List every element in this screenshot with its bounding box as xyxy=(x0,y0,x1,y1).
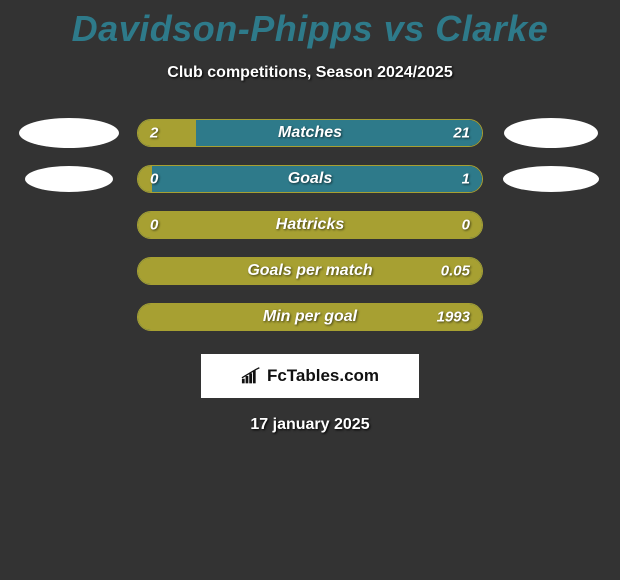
stat-bar: Min per goal 1993 xyxy=(137,303,483,331)
bars-icon xyxy=(241,367,263,385)
stat-right-value: 0.05 xyxy=(441,263,470,280)
right-side xyxy=(501,118,601,148)
stat-right-value: 1 xyxy=(462,171,470,188)
right-ellipse xyxy=(503,166,599,192)
page-title: Davidson-Phipps vs Clarke xyxy=(0,0,620,50)
page-date: 17 january 2025 xyxy=(0,416,620,434)
stat-bar: Goals per match 0.05 xyxy=(137,257,483,285)
brand-text: FcTables.com xyxy=(267,366,379,386)
stat-label: Goals per match xyxy=(247,262,372,280)
stat-right-value: 0 xyxy=(462,217,470,234)
left-side xyxy=(19,166,119,192)
stat-left-value: 0 xyxy=(150,171,158,188)
brand-text-rest: Tables.com xyxy=(287,366,379,386)
right-side xyxy=(501,166,601,192)
right-ellipse xyxy=(504,118,598,148)
subtitle: Club competitions, Season 2024/2025 xyxy=(0,64,620,82)
left-ellipse xyxy=(19,118,119,148)
stat-right-value: 1993 xyxy=(437,309,470,326)
stat-label: Min per goal xyxy=(263,308,357,326)
stat-row: Min per goal 1993 xyxy=(0,294,620,340)
stat-left-value: 0 xyxy=(150,217,158,234)
stat-label: Matches xyxy=(278,124,342,142)
stat-left-value: 2 xyxy=(150,125,158,142)
stat-rows: 2 Matches 21 0 Goals 1 0 Hattricks xyxy=(0,110,620,340)
stat-row: 0 Goals 1 xyxy=(0,156,620,202)
brand-box: FcTables.com xyxy=(201,354,419,398)
stat-bar: 0 Goals 1 xyxy=(137,165,483,193)
stat-bar: 0 Hattricks 0 xyxy=(137,211,483,239)
stat-row: 2 Matches 21 xyxy=(0,110,620,156)
brand-text-bold: Fc xyxy=(267,366,287,386)
stat-row: Goals per match 0.05 xyxy=(0,248,620,294)
stat-label: Goals xyxy=(288,170,332,188)
bar-fill xyxy=(138,120,196,146)
stat-label: Hattricks xyxy=(276,216,344,234)
stat-bar: 2 Matches 21 xyxy=(137,119,483,147)
left-ellipse xyxy=(25,166,113,192)
stat-row: 0 Hattricks 0 xyxy=(0,202,620,248)
stat-right-value: 21 xyxy=(453,125,470,142)
left-side xyxy=(19,118,119,148)
